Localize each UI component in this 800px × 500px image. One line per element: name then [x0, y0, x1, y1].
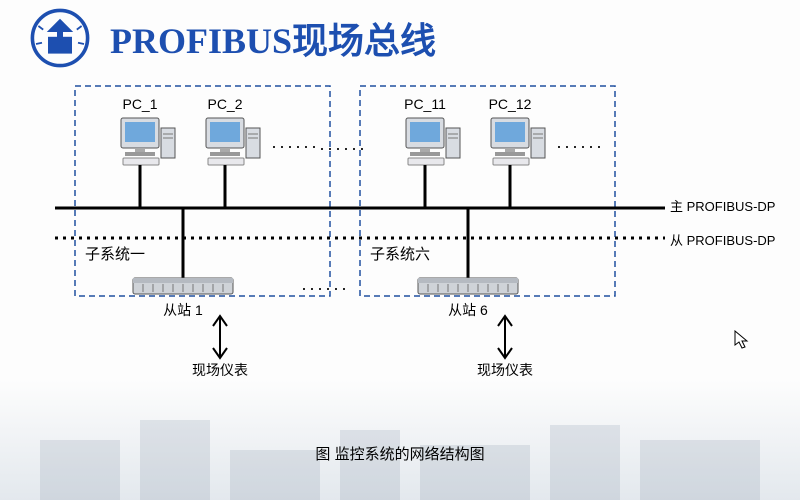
ellipsis-stations: ······	[301, 278, 349, 299]
double-arrow-6	[498, 316, 512, 358]
subsystem-box-1	[75, 86, 330, 296]
ellipsis-pcs-1: ······	[271, 136, 319, 157]
slave-station-6	[418, 278, 518, 294]
ellipsis-pcs-2: ······	[556, 136, 604, 157]
network-diagram: PC_1 PC_2 PC_11 PC_12 ······ ······ ····…	[25, 78, 775, 438]
double-arrow-1	[213, 316, 227, 358]
subsystem-1-label: 子系统一	[85, 243, 145, 264]
station-6-label: 从站 6	[448, 300, 488, 320]
ellipsis-between-boxes: ······	[319, 138, 367, 159]
page-title: PROFIBUS现场总线	[110, 12, 436, 64]
pc-2-label: PC_2	[207, 96, 242, 112]
subsystem-6-label: 子系统六	[370, 243, 430, 264]
field-1-label: 现场仪表	[192, 360, 248, 380]
pc-12-label: PC_12	[489, 96, 532, 112]
subsystem-box-6	[360, 86, 615, 296]
pc-11-label: PC_11	[404, 96, 446, 112]
field-6-label: 现场仪表	[477, 360, 533, 380]
pc-11	[406, 118, 460, 208]
slave-bus-label: 从 PROFIBUS-DP	[670, 230, 775, 249]
pc-2	[206, 118, 260, 208]
pc-1-label: PC_1	[122, 96, 157, 112]
slave-station-1	[133, 278, 233, 294]
figure-caption: 图 监控系统的网络结构图	[315, 443, 484, 464]
main-bus-label: 主 PROFIBUS-DP	[670, 196, 775, 215]
station-1-label: 从站 1	[163, 300, 203, 320]
institution-logo	[30, 8, 90, 68]
pc-1	[121, 118, 175, 208]
pc-12	[491, 118, 545, 208]
